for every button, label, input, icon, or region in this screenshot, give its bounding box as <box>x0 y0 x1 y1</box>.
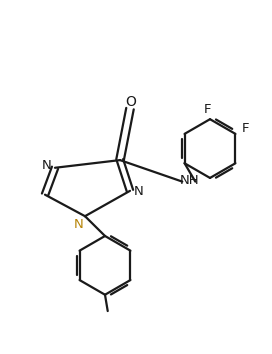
Text: N: N <box>73 218 83 231</box>
Text: NH: NH <box>180 174 200 187</box>
Text: N: N <box>42 159 52 172</box>
Text: F: F <box>203 103 211 116</box>
Text: F: F <box>242 122 249 135</box>
Text: N: N <box>134 185 144 198</box>
Text: O: O <box>125 95 136 109</box>
